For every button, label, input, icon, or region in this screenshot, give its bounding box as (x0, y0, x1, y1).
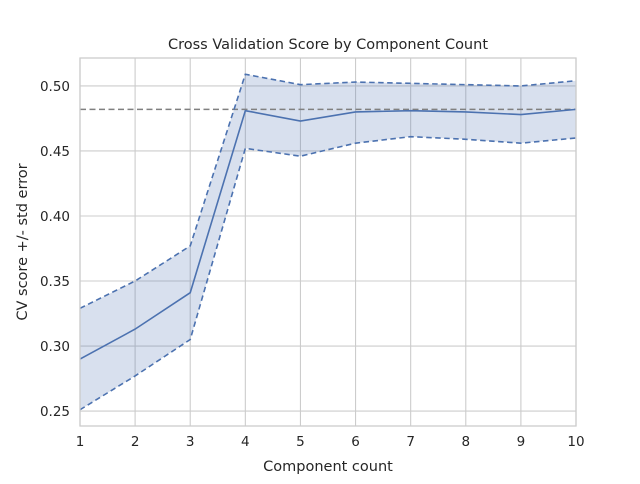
std-error-band (80, 74, 576, 410)
y-tick-label-0.45: 0.45 (40, 144, 70, 160)
x-tick-label-10: 10 (567, 434, 584, 450)
y-tick-label-0.50: 0.50 (40, 79, 70, 95)
x-axis-label: Component count (263, 459, 393, 475)
x-tick-label-1: 1 (76, 434, 85, 450)
x-tick-label-7: 7 (406, 434, 415, 450)
y-tick-label-0.25: 0.25 (40, 404, 70, 420)
y-axis-label: CV score +/- std error (15, 163, 31, 320)
x-tick-label-6: 6 (351, 434, 360, 450)
y-tick-label-0.40: 0.40 (40, 209, 70, 225)
plot-area (79, 57, 577, 427)
chart-title: Cross Validation Score by Component Coun… (168, 37, 488, 53)
x-tick-label-5: 5 (296, 434, 305, 450)
upper-bound-line (79, 73, 577, 310)
y-tick-label-0.30: 0.30 (40, 339, 70, 355)
x-tick-label-3: 3 (186, 434, 195, 450)
y-tick-label-0.35: 0.35 (40, 274, 70, 290)
x-tick-label-4: 4 (241, 434, 250, 450)
axes-frame (79, 57, 577, 427)
mean-score-line (79, 108, 577, 360)
x-tick-label-2: 2 (131, 434, 140, 450)
lower-bound-line (79, 135, 577, 411)
x-tick-label-8: 8 (461, 434, 470, 450)
x-tick-label-9: 9 (517, 434, 526, 450)
